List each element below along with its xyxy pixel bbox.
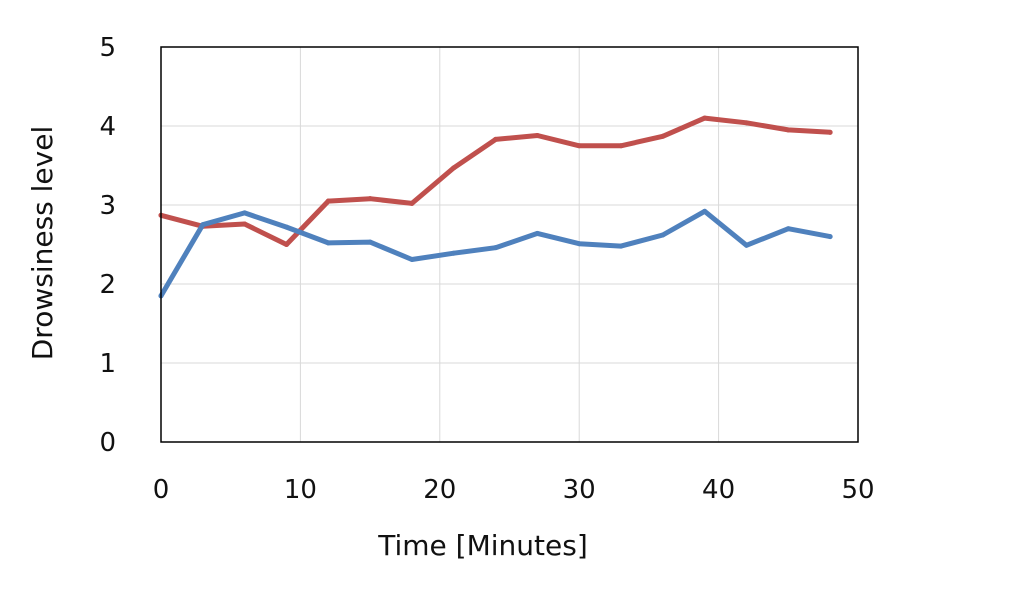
x-tick-label: 40	[702, 475, 735, 505]
series-1-point	[325, 198, 331, 204]
series-2-point	[283, 224, 289, 230]
series-1-point	[743, 120, 749, 126]
series-2-point	[493, 245, 499, 251]
x-axis-title: Time [Minutes]	[377, 529, 588, 562]
series-2-point	[785, 226, 791, 232]
y-tick-label: 4	[99, 112, 116, 142]
series-2-point	[576, 241, 582, 247]
series-1-point	[367, 196, 373, 202]
y-axis-title: Drowsiness level	[26, 126, 59, 361]
series-1-point	[827, 129, 833, 135]
series-2-point	[325, 240, 331, 246]
series-1-point	[451, 165, 457, 171]
series-2-point	[200, 222, 206, 228]
series-1-point	[242, 221, 248, 227]
series-1-point	[576, 143, 582, 149]
series-layer	[158, 115, 833, 299]
series-2-point	[702, 208, 708, 214]
series-1-point	[409, 200, 415, 206]
series-2-point	[743, 242, 749, 248]
series-line-2	[158, 208, 833, 299]
series-2-point	[827, 234, 833, 240]
series-1-point	[702, 115, 708, 121]
plot-frame	[160, 46, 859, 443]
series-1-point	[660, 133, 666, 139]
x-tick-label: 30	[563, 475, 596, 505]
series-1-point	[534, 132, 540, 138]
y-tick-label: 5	[99, 33, 116, 63]
series-1-point	[618, 143, 624, 149]
series-1-point	[493, 136, 499, 142]
x-tick-label: 50	[841, 475, 874, 505]
series-1-point	[283, 242, 289, 247]
x-tick-label: 10	[284, 475, 317, 505]
y-tick-label: 0	[99, 428, 116, 458]
series-2-point	[451, 250, 457, 256]
y-tick-labels: 0 1 2 3 4 5	[99, 33, 116, 458]
series-2-point	[618, 243, 624, 249]
x-tick-labels: 0 10 20 30 40 50	[153, 475, 875, 505]
series-2-point	[242, 210, 248, 216]
series-2-point	[660, 232, 666, 238]
y-tick-label: 1	[99, 349, 116, 379]
series-1-point	[785, 127, 791, 133]
y-tick-label: 2	[99, 270, 116, 300]
y-tick-label: 3	[99, 191, 116, 221]
series-2-point	[534, 230, 540, 236]
x-tick-label: 20	[423, 475, 456, 505]
series-2-point	[409, 257, 415, 263]
gridlines	[161, 47, 858, 442]
series-2-point	[367, 239, 373, 245]
x-tick-label: 0	[153, 475, 170, 505]
